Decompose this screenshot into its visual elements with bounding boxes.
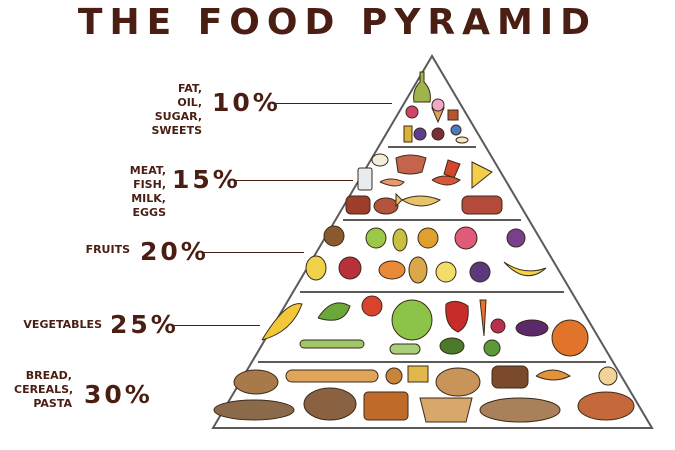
cookie-icon: [455, 136, 469, 144]
pyramid-title: THE FOOD PYRAMID: [77, 2, 598, 43]
meat-cut-icon: [461, 195, 503, 215]
cherry-icon: [405, 105, 419, 119]
roast-icon: [373, 197, 399, 215]
zucchini-icon: [389, 343, 421, 355]
pyramid-outline: [211, 54, 654, 429]
tomato-icon: [361, 295, 383, 317]
sausage-icon: [431, 175, 461, 186]
pineapple-icon: [408, 256, 428, 284]
green-apple-icon: [365, 227, 387, 249]
tier-protein-illustrations: [345, 153, 503, 215]
ham-icon: [345, 195, 371, 215]
cake-icon: [447, 109, 459, 121]
egg-icon: [371, 153, 389, 167]
pumpkin-icon: [551, 319, 589, 357]
steak-icon: [395, 154, 427, 175]
coconut-icon: [323, 225, 345, 247]
toast-loaf-icon: [363, 391, 409, 421]
papaya-icon: [378, 260, 406, 280]
tier-grains-illustrations: [213, 365, 635, 423]
broccoli-icon: [483, 339, 501, 357]
orange-icon: [417, 227, 439, 249]
lemon-icon: [305, 255, 327, 281]
pretzel-icon: [385, 367, 403, 385]
waffle-icon: [407, 365, 429, 383]
chocolate-icon: [431, 127, 445, 141]
tier-vegetables-illustrations: [261, 295, 589, 357]
fish-icon: [395, 192, 442, 208]
milk-glass-icon: [357, 167, 373, 191]
pepper-icon: [445, 300, 469, 333]
tier-percent-fruits: 20%: [140, 237, 209, 266]
tier-fruits-illustrations: [305, 225, 547, 284]
leader-line-protein: [235, 180, 353, 181]
bread-basket-icon: [419, 397, 473, 423]
tier-sweets-illustrations: [403, 71, 469, 144]
lettuce-icon: [317, 302, 351, 321]
baguette-icon: [285, 369, 379, 383]
eggplant-icon: [515, 319, 549, 337]
carrot-icon: [479, 299, 487, 337]
bun-icon: [598, 366, 618, 386]
tier-label-grains: BREAD, CEREALS, PASTA: [14, 369, 74, 410]
bread-rolls-icon: [435, 367, 481, 397]
leader-line-vegetables: [172, 325, 260, 326]
sourdough-icon: [303, 387, 357, 421]
avocado-icon: [439, 337, 465, 355]
grain-bread-icon: [491, 365, 529, 389]
plum-jam-icon: [413, 127, 427, 141]
pear-icon: [392, 228, 408, 252]
ice-cream-scoop-icon: [431, 98, 445, 112]
leek-icon: [299, 339, 365, 349]
tier-label-vegetables: VEGETABLES: [23, 318, 102, 331]
croissant-icon: [535, 369, 571, 381]
plum-icon: [469, 261, 491, 283]
cheese-icon: [471, 161, 493, 190]
tier-percent-grains: 30%: [84, 380, 153, 409]
radish-icon: [490, 318, 506, 334]
tier-label-sweets: FAT, OIL, SUGAR, SWEETS: [151, 82, 202, 137]
bread-loaf-icon: [479, 397, 561, 423]
dragon-fruit-icon: [454, 226, 478, 250]
leader-line-fruits: [202, 252, 304, 253]
melon-icon: [435, 261, 457, 283]
rye-loaf-icon: [213, 399, 295, 421]
pomegranate-icon: [338, 256, 362, 280]
cabbage-icon: [391, 299, 433, 341]
tier-percent-sweets: 10%: [212, 88, 281, 117]
banana-icon: [503, 261, 547, 277]
tier-percent-protein: 15%: [172, 165, 241, 194]
honey-jar-icon: [403, 125, 413, 143]
pie-icon: [577, 391, 635, 421]
tier-label-fruits: FRUITS: [85, 243, 130, 256]
candy-icon: [450, 124, 462, 136]
round-bread-icon: [233, 369, 279, 395]
corn-icon: [261, 303, 303, 341]
lobster-icon: [443, 159, 461, 179]
tier-percent-vegetables: 25%: [110, 310, 179, 339]
tier-label-protein: MEAT, FISH, MILK, EGGS: [129, 164, 166, 219]
oil-bottle-icon: [413, 71, 431, 103]
shrimp-icon: [379, 178, 405, 187]
grapes-icon: [506, 228, 526, 248]
leader-line-sweets: [272, 103, 392, 104]
